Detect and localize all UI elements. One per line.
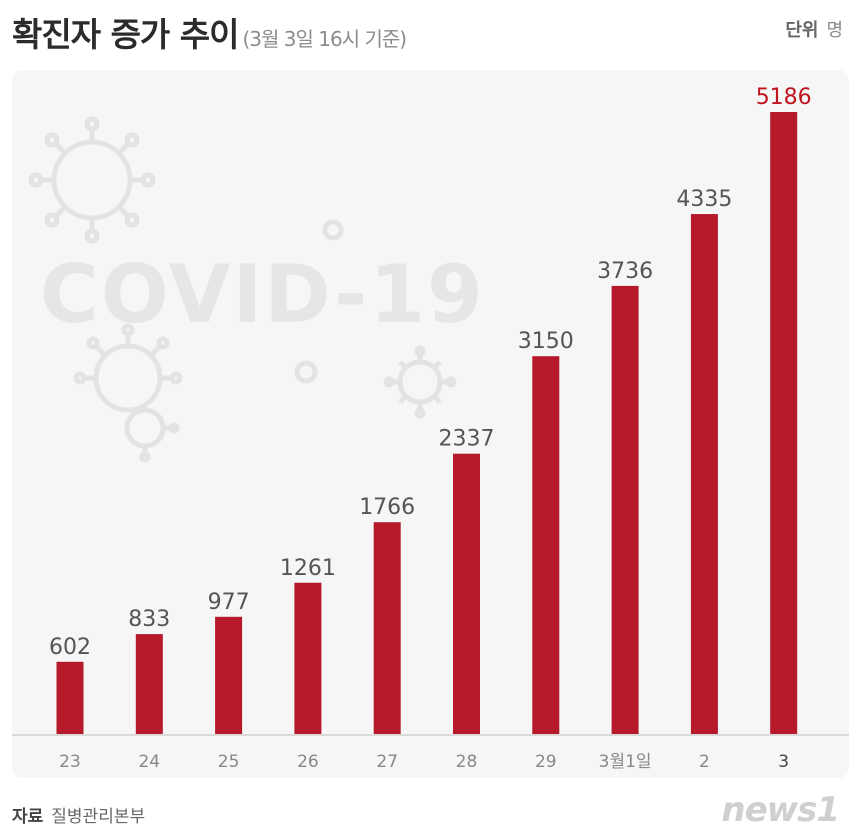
value-label-4: 1766 bbox=[359, 495, 415, 520]
value-label-1: 833 bbox=[128, 607, 170, 632]
value-label-9: 5186 bbox=[756, 85, 812, 110]
x-tick-label-4: 27 bbox=[376, 752, 398, 772]
bar-4 bbox=[373, 522, 401, 734]
virus-icon bbox=[383, 345, 457, 419]
unit-label: 단위 명 bbox=[785, 16, 843, 42]
virus-dot-icon bbox=[322, 219, 344, 241]
source-note: 자료 질병관리본부 bbox=[12, 802, 145, 827]
chart-subtitle: (3월 3일 16시 기준) bbox=[242, 27, 408, 51]
bar-0 bbox=[56, 661, 84, 734]
x-tick-label-2: 25 bbox=[218, 752, 240, 772]
bar-1 bbox=[135, 634, 163, 734]
x-tick-label-8: 2 bbox=[699, 752, 710, 772]
bar-7 bbox=[611, 285, 639, 734]
x-tick-label-1: 24 bbox=[138, 752, 160, 772]
bar-3 bbox=[294, 582, 322, 734]
x-tick-label-5: 28 bbox=[456, 752, 478, 772]
virus-icon bbox=[124, 407, 180, 463]
x-tick-label-7: 3월1일 bbox=[599, 752, 652, 772]
chart-title: 확진자 증가 추이 bbox=[12, 15, 239, 54]
virus-dot-icon bbox=[294, 360, 318, 384]
value-label-7: 3736 bbox=[597, 259, 653, 284]
x-tick-label-0: 23 bbox=[59, 752, 81, 772]
bar-2 bbox=[215, 616, 243, 734]
bar-9 bbox=[770, 112, 798, 734]
bar-5 bbox=[453, 453, 480, 734]
unit-label-value: 명 bbox=[826, 20, 843, 41]
source-value: 질병관리본부 bbox=[51, 807, 146, 827]
value-label-2: 977 bbox=[208, 590, 250, 615]
news1-logo: news1 bbox=[721, 790, 840, 830]
value-label-8: 4335 bbox=[676, 187, 732, 212]
value-label-3: 1261 bbox=[280, 556, 336, 581]
x-tick-label-6: 29 bbox=[535, 752, 557, 772]
value-label-5: 2337 bbox=[439, 427, 495, 452]
unit-label-key: 단위 bbox=[785, 20, 819, 41]
x-tick-label-9: 3 bbox=[778, 752, 789, 772]
value-label-6: 3150 bbox=[518, 329, 574, 354]
virus-icon bbox=[28, 116, 156, 244]
x-tick-label-3: 26 bbox=[297, 752, 319, 772]
bar-6 bbox=[532, 356, 560, 734]
value-label-0: 602 bbox=[49, 635, 91, 660]
title-row: 확진자 증가 추이 (3월 3일 16시 기준) bbox=[12, 8, 408, 54]
bar-8 bbox=[690, 214, 718, 734]
source-label: 자료 bbox=[12, 807, 44, 827]
virus-icon bbox=[73, 323, 183, 413]
covid-watermark: COVID-19 bbox=[40, 248, 485, 341]
